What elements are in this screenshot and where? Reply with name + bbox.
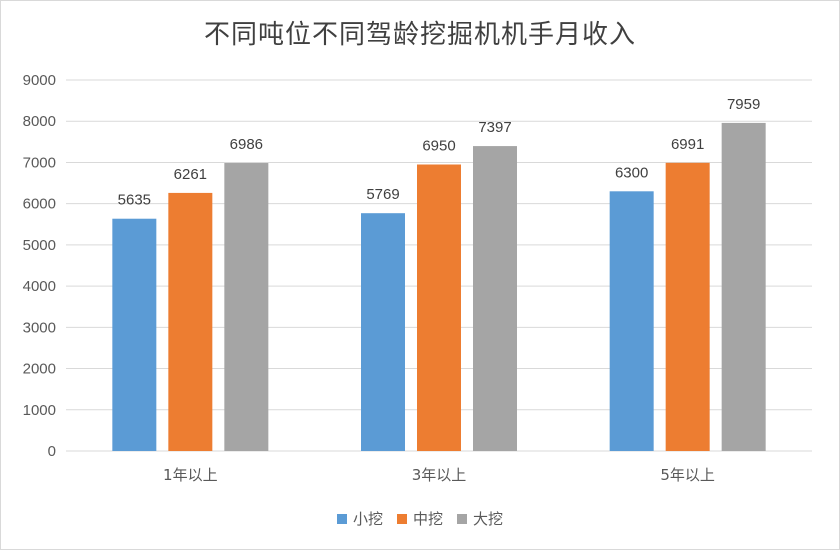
- y-tick-label: 4000: [23, 278, 56, 295]
- data-label: 5769: [366, 186, 399, 203]
- legend-swatch-series-0: [336, 513, 347, 524]
- data-label: 6300: [615, 164, 648, 181]
- y-tick-label: 3000: [23, 319, 56, 336]
- x-category-label: 3年以上: [412, 466, 467, 484]
- bar: [417, 164, 461, 451]
- y-tick-label: 7000: [23, 154, 56, 171]
- y-axis-ticks: 0 1000 2000 3000 4000 5000 6000 7000 8000 9000: [23, 72, 56, 460]
- y-tick-label: 5000: [23, 237, 56, 254]
- legend: 小挖 中挖 大挖: [0, 508, 840, 529]
- legend-label-series-2: 大挖: [473, 510, 504, 528]
- bar: [473, 146, 517, 451]
- bar: [721, 122, 766, 452]
- bar: [609, 191, 654, 452]
- x-category-label: 5年以上: [660, 466, 715, 484]
- data-label: 6991: [671, 136, 704, 153]
- y-tick-label: 1000: [23, 402, 56, 419]
- legend-item-series-2: 大挖: [457, 508, 503, 529]
- data-label: 7397: [478, 119, 511, 136]
- x-category-label: 1年以上: [163, 466, 218, 484]
- data-label: 6261: [174, 166, 207, 183]
- bar: [224, 163, 269, 452]
- chart-title: 不同吨位不同驾龄挖掘机机手月收入: [203, 20, 636, 50]
- y-tick-label: 6000: [23, 196, 56, 213]
- bar: [168, 192, 213, 452]
- bars: [112, 122, 766, 452]
- data-label: 7959: [727, 96, 760, 113]
- legend-swatch-series-1: [396, 513, 407, 524]
- bar: [112, 218, 157, 451]
- bar: [665, 162, 710, 452]
- data-labels: 5635 6261 6986 5769 6950 7397 6300 6991 7959: [118, 96, 761, 209]
- legend-label-series-0: 小挖: [352, 510, 383, 528]
- bar: [361, 213, 405, 451]
- data-label: 6950: [422, 138, 455, 155]
- y-tick-label: 8000: [23, 113, 56, 130]
- data-label: 5635: [118, 192, 151, 209]
- legend-item-series-0: 小挖: [336, 508, 383, 529]
- y-tick-label: 2000: [23, 361, 56, 378]
- data-label: 6986: [230, 136, 263, 153]
- legend-label-series-1: 中挖: [412, 510, 443, 528]
- y-tick-label: 9000: [23, 72, 56, 89]
- x-axis-categories: 1年以上 3年以上 5年以上: [163, 466, 715, 484]
- legend-swatch-series-2: [457, 513, 467, 524]
- legend-item-series-1: 中挖: [396, 508, 443, 529]
- y-tick-label: 0: [48, 443, 56, 460]
